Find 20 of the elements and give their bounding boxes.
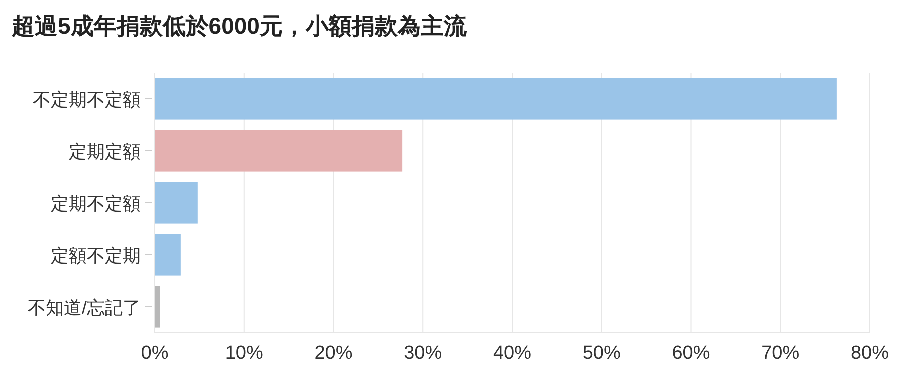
y-tick-label: 定額不定期 — [51, 246, 141, 266]
y-tick-label: 定期定額 — [69, 142, 141, 162]
y-tick-label: 不知道/忘記了 — [28, 298, 141, 318]
y-tick-label: 不定期不定額 — [33, 90, 141, 110]
x-tick-label: 10% — [225, 343, 264, 364]
bar — [155, 182, 198, 224]
bar — [155, 130, 403, 172]
x-tick-label: 30% — [404, 343, 442, 364]
x-tick-label: 70% — [762, 343, 800, 364]
x-tick-label: 60% — [672, 343, 710, 364]
x-tick-label: 80% — [850, 343, 890, 364]
bar — [155, 78, 837, 120]
x-tick-label: 20% — [314, 343, 353, 364]
x-tick-label: 40% — [493, 343, 532, 364]
x-tick-label: 0% — [141, 343, 169, 364]
chart-title: 超過5成年捐款低於6000元，小額捐款為主流 — [11, 13, 468, 39]
bar — [155, 234, 181, 276]
bar — [155, 286, 160, 328]
y-tick-label: 定期不定額 — [51, 194, 141, 214]
x-tick-label: 50% — [582, 343, 621, 364]
